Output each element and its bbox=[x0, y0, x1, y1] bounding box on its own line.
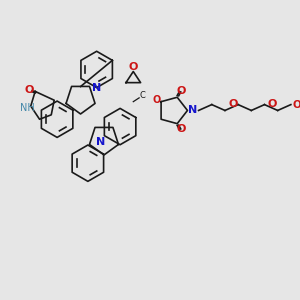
Text: O: O bbox=[228, 99, 238, 109]
Text: O: O bbox=[25, 85, 34, 95]
Text: C: C bbox=[139, 91, 145, 100]
Text: O: O bbox=[268, 99, 277, 109]
Text: N: N bbox=[96, 137, 106, 147]
Text: O: O bbox=[177, 124, 186, 134]
Text: N: N bbox=[188, 106, 197, 116]
Text: O: O bbox=[293, 100, 300, 110]
Text: NH: NH bbox=[20, 103, 35, 112]
Text: N: N bbox=[92, 83, 101, 94]
Text: O: O bbox=[153, 95, 161, 105]
Text: O: O bbox=[177, 86, 186, 96]
Text: O: O bbox=[129, 62, 138, 72]
